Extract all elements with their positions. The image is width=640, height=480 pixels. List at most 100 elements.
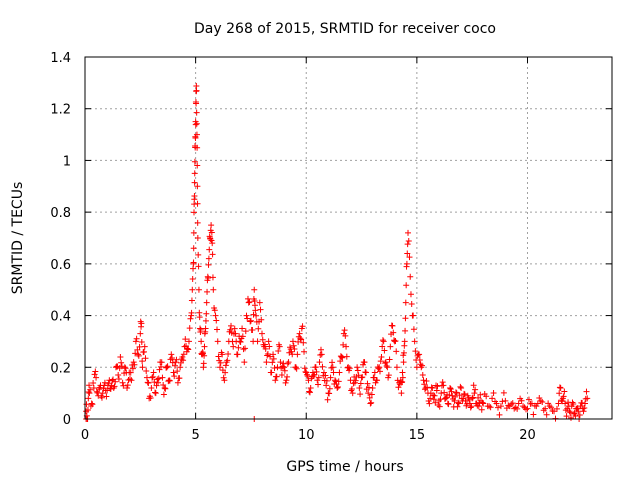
data-point [518,397,525,404]
data-point [264,352,271,359]
data-point [206,246,213,253]
data-point [545,400,552,407]
data-point [169,354,176,361]
data-point [469,395,476,402]
data-point [323,377,330,384]
data-point [243,312,250,319]
data-point [478,406,485,413]
data-point [467,404,474,411]
data-point [354,367,361,374]
data-point [174,368,181,375]
data-point [244,295,251,302]
data-point [399,374,406,381]
data-point [433,382,440,389]
data-point [328,364,335,371]
data-point [171,362,178,369]
data-point [91,371,98,378]
data-point [480,400,487,407]
data-point [365,390,372,397]
data-point [190,245,197,252]
data-point [405,237,412,244]
y-tick-label: 0.8 [50,206,71,221]
data-point [449,392,456,399]
data-point [85,395,92,402]
data-point [367,400,374,407]
data-point [119,379,126,386]
data-point [581,405,588,412]
data-point [584,395,591,402]
data-point [187,315,194,322]
data-point [250,311,257,318]
data-point [194,200,201,207]
data-point [403,282,410,289]
x-tick-label: 15 [409,428,426,443]
data-point [352,377,359,384]
data-point [384,364,391,371]
data-point [416,356,423,363]
data-point [242,328,249,335]
data-point [490,389,497,396]
data-point [400,359,407,366]
data-point [211,307,218,314]
data-point [154,376,161,383]
data-point [320,369,327,376]
data-point [173,356,180,363]
data-point [98,394,105,401]
data-point [192,121,199,128]
data-point [436,403,443,410]
data-point [186,325,193,332]
data-point [269,359,276,366]
data-point [205,274,212,281]
data-point [493,400,500,407]
data-point [230,343,237,350]
data-point [546,403,553,410]
data-point [157,363,164,370]
data-point [148,384,155,391]
data-point [391,337,398,344]
data-point [315,381,322,388]
data-point [112,378,119,385]
data-point [399,378,406,385]
data-point [374,377,381,384]
data-point [109,377,116,384]
data-point [334,384,341,391]
data-point [560,393,567,400]
y-tick-label: 0.2 [50,361,71,376]
data-point [155,379,162,386]
data-point [410,326,417,333]
data-point [200,360,207,367]
data-point [583,388,590,395]
data-point [393,348,400,355]
data-point [87,386,94,393]
data-point [571,410,578,417]
data-point [515,400,522,407]
data-point [236,338,243,345]
data-point [426,400,433,407]
data-point [540,407,547,414]
x-tick-label: 5 [191,428,199,443]
data-point [306,388,313,395]
data-point [326,390,333,397]
y-tick-label: 0.6 [50,258,71,273]
data-point [537,397,544,404]
data-point [462,397,469,404]
data-point [400,349,407,356]
data-point [306,389,313,396]
data-point [301,365,308,372]
data-point [190,229,197,236]
data-point [382,360,389,367]
data-point [423,377,430,384]
data-point [416,351,423,358]
data-point [563,413,570,420]
data-point [289,338,296,345]
data-point [430,392,437,399]
data-point [293,365,300,372]
data-point [83,401,90,408]
data-point [456,392,463,399]
data-point [168,351,175,358]
data-point [466,400,473,407]
data-point [548,404,555,411]
y-tick-label: 0.4 [50,310,71,325]
data-point [244,315,251,322]
data-point [323,382,330,389]
